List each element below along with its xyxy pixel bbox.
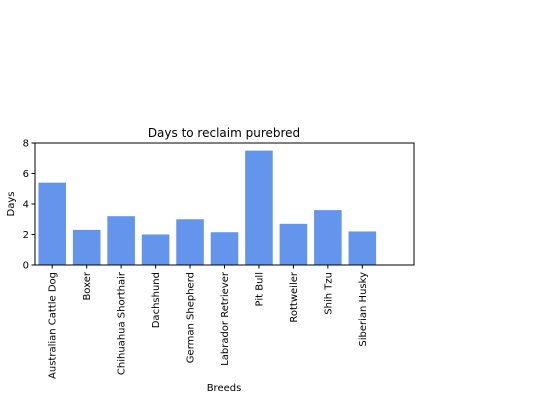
y-tick-label: 6: [23, 169, 29, 180]
chart-title: Days to reclaim purebred: [148, 126, 300, 140]
x-tick-label: Pit Bull: [254, 272, 265, 306]
bars-group: [38, 150, 377, 265]
y-tick-label: 4: [23, 200, 29, 211]
bar-german-shepherd: [176, 219, 204, 265]
y-tick-label: 0: [23, 261, 29, 272]
bar-pit-bull: [245, 150, 273, 265]
x-tick-label: Shih Tzu: [323, 272, 334, 315]
y-tick-label: 8: [23, 139, 29, 150]
x-tick-label: Chihuahua Shorthair: [117, 271, 128, 375]
bar-chihuahua-shorthair: [107, 216, 135, 265]
x-tick-label: Australian Cattle Dog: [48, 272, 59, 379]
bar-australian-cattle-dog: [38, 182, 67, 265]
x-tick-label: Rottweiler: [289, 271, 300, 322]
x-tick-label: Dachshund: [151, 272, 162, 328]
y-tick-label: 2: [23, 230, 29, 241]
x-tick-label: German Shepherd: [186, 272, 197, 363]
bar-dachshund: [141, 234, 170, 265]
y-axis-label: Days: [6, 192, 17, 217]
bar-shih-tzu: [314, 210, 342, 265]
x-axis: Australian Cattle Dog Boxer Chihuahua Shor…: [48, 265, 369, 379]
bar-siberian-husky: [348, 231, 377, 265]
bar-labrador-retriever: [210, 232, 239, 265]
x-tick-label: Labrador Retriever: [220, 271, 231, 366]
x-tick-label: Boxer: [82, 271, 93, 300]
bar-boxer: [72, 229, 101, 265]
x-tick-label: Siberian Husky: [358, 272, 369, 347]
bar-rottweiler: [279, 223, 308, 265]
y-axis: 0 2 4 6 8: [23, 139, 35, 272]
x-axis-label: Breeds: [207, 383, 242, 394]
